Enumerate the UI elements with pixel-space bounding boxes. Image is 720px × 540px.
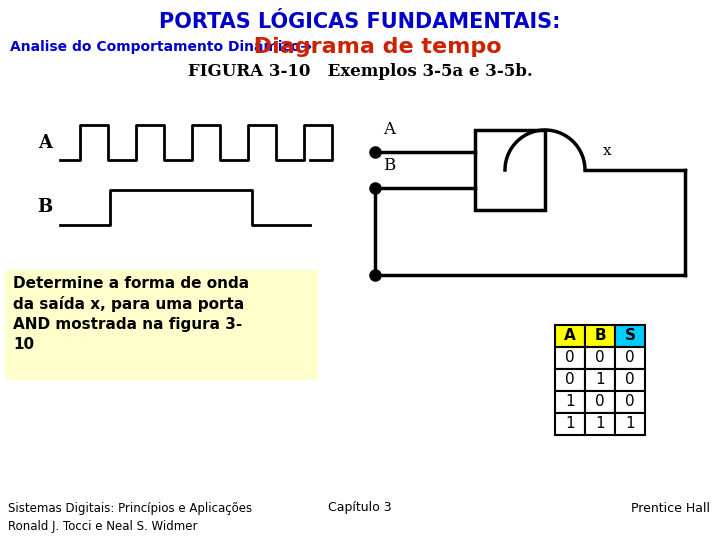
Text: Determine a forma de onda
da saída x, para uma porta
AND mostrada na figura 3-
1: Determine a forma de onda da saída x, pa… — [13, 276, 249, 352]
Text: 0: 0 — [625, 350, 635, 366]
Text: B: B — [383, 157, 395, 174]
Bar — [555, 325, 585, 347]
Bar — [555, 347, 585, 369]
Bar — [555, 369, 585, 391]
Text: Capítulo 3: Capítulo 3 — [328, 502, 392, 515]
Text: 0: 0 — [565, 373, 575, 388]
Bar — [585, 369, 615, 391]
Text: 0: 0 — [565, 350, 575, 366]
Bar — [585, 391, 615, 413]
Bar — [615, 325, 645, 347]
Text: 0: 0 — [595, 395, 605, 409]
Text: 1: 1 — [595, 416, 605, 431]
Bar — [555, 391, 585, 413]
Bar — [615, 413, 645, 435]
Bar — [585, 325, 615, 347]
Text: 1: 1 — [565, 395, 575, 409]
Text: 0: 0 — [625, 395, 635, 409]
Text: 0: 0 — [625, 373, 635, 388]
Bar — [585, 347, 615, 369]
Text: Prentice Hall: Prentice Hall — [631, 502, 710, 515]
Text: B: B — [594, 328, 606, 343]
Text: S: S — [624, 328, 636, 343]
Bar — [615, 391, 645, 413]
Text: Analise do Comportamento Dinâmico→: Analise do Comportamento Dinâmico→ — [10, 40, 312, 54]
Text: 1: 1 — [595, 373, 605, 388]
Bar — [585, 413, 615, 435]
Text: Diagrama de tempo: Diagrama de tempo — [246, 37, 502, 57]
Text: Sistemas Digitais: Princípios e Aplicações
Ronald J. Tocci e Neal S. Widmer: Sistemas Digitais: Princípios e Aplicaçõ… — [8, 502, 252, 533]
FancyBboxPatch shape — [5, 270, 318, 380]
Bar — [475, 130, 545, 210]
Text: A: A — [564, 328, 576, 343]
Text: FIGURA 3-10   Exemplos 3-5a e 3-5b.: FIGURA 3-10 Exemplos 3-5a e 3-5b. — [188, 64, 532, 80]
Text: x: x — [603, 144, 611, 158]
Text: B: B — [37, 199, 53, 217]
Bar — [615, 369, 645, 391]
Text: 0: 0 — [595, 350, 605, 366]
Text: 1: 1 — [625, 416, 635, 431]
Text: 1: 1 — [565, 416, 575, 431]
Bar — [555, 413, 585, 435]
Bar — [615, 347, 645, 369]
Text: A: A — [38, 133, 52, 152]
Text: A: A — [383, 120, 395, 138]
Text: PORTAS LÓGICAS FUNDAMENTAIS:: PORTAS LÓGICAS FUNDAMENTAIS: — [159, 12, 561, 32]
